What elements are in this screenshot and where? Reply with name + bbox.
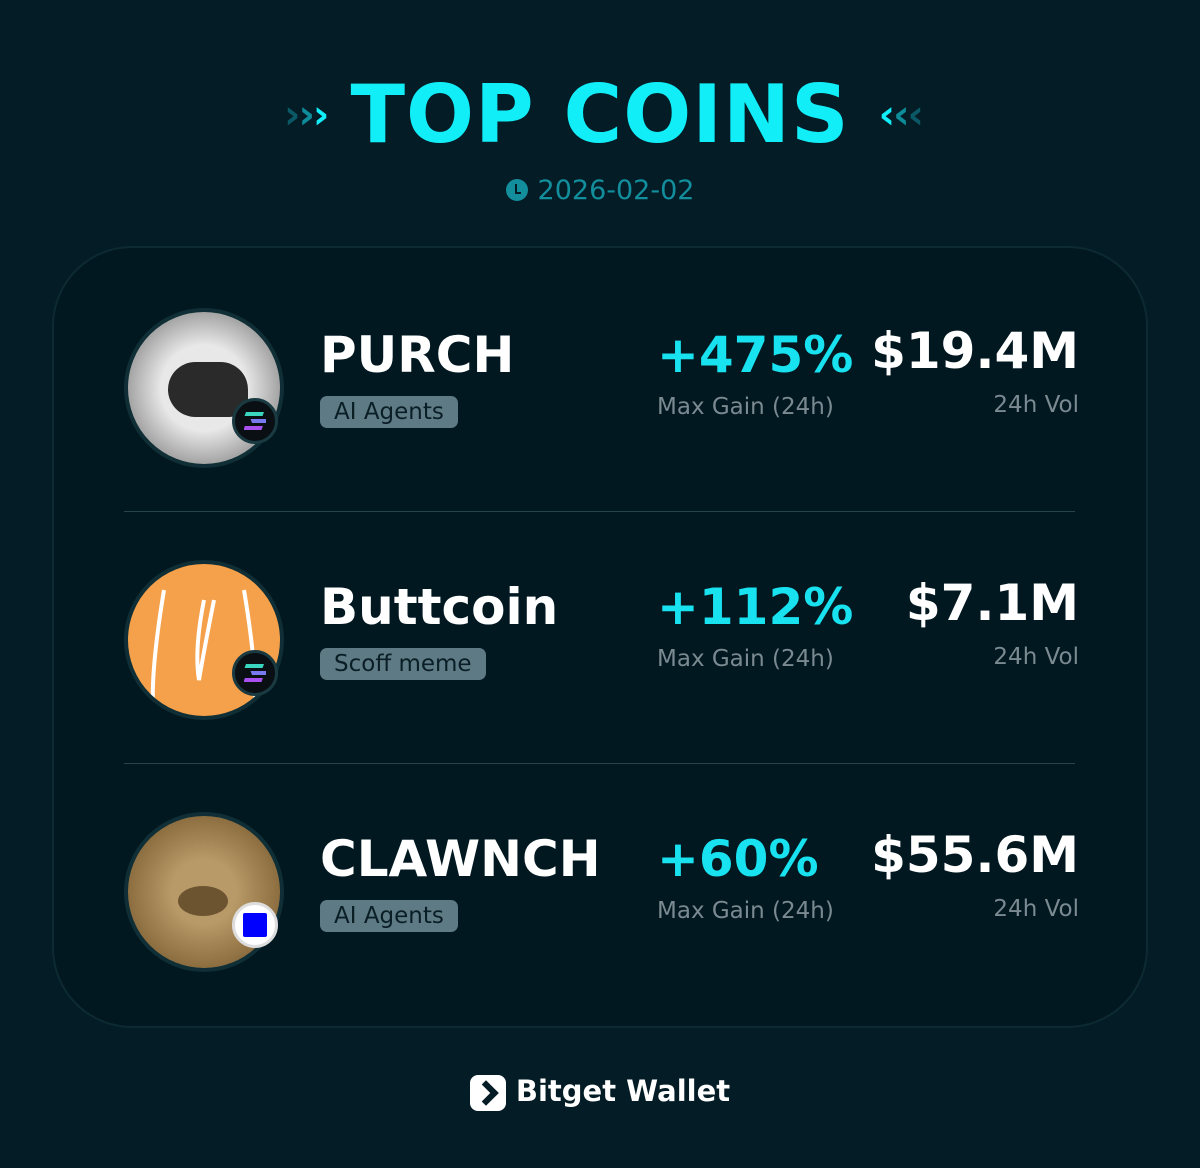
volume-label: 24h Vol (993, 896, 1079, 922)
crab-icon (178, 886, 228, 916)
coin-row[interactable]: PURCH AI Agents +475% Max Gain (24h) $19… (124, 288, 1079, 488)
coin-row[interactable]: CLAWNCH AI Agents +60% Max Gain (24h) $5… (124, 792, 1079, 992)
clock-icon (505, 179, 528, 201)
max-gain: +60% (657, 830, 819, 888)
coins-card: PURCH AI Agents +475% Max Gain (24h) $19… (52, 246, 1148, 1028)
divider (124, 511, 1075, 512)
volume-label: 24h Vol (993, 644, 1079, 670)
coin-avatar-purch (124, 308, 284, 468)
max-gain-label: Max Gain (24h) (657, 394, 834, 420)
max-gain-label: Max Gain (24h) (657, 646, 834, 672)
coin-name: PURCH (320, 326, 515, 384)
coin-avatar-buttcoin (124, 560, 284, 720)
chevrons-right-icon: › › › (284, 91, 330, 138)
volume: $7.1M (905, 574, 1079, 632)
brand-name: Bitget Wallet (515, 1074, 731, 1108)
page-title: TOP COINS (350, 68, 850, 161)
volume: $55.6M (871, 826, 1079, 884)
volume: $19.4M (871, 322, 1079, 380)
date-text: 2026-02-02 (537, 175, 695, 206)
base-icon (232, 902, 278, 948)
bitget-logo-icon (469, 1075, 506, 1111)
header: › › › TOP COINS ‹ ‹ ‹ (0, 68, 1200, 161)
coin-tag: AI Agents (320, 900, 458, 932)
coin-tag: AI Agents (320, 396, 458, 428)
footer-brand: Bitget Wallet (0, 1074, 1200, 1111)
coin-name: Buttcoin (320, 578, 559, 636)
solana-icon (232, 398, 278, 444)
max-gain-label: Max Gain (24h) (657, 898, 834, 924)
coin-row[interactable]: Buttcoin Scoff meme +112% Max Gain (24h)… (124, 540, 1079, 740)
coin-tag: Scoff meme (320, 648, 486, 680)
max-gain: +475% (657, 326, 854, 384)
volume-label: 24h Vol (993, 392, 1079, 418)
solana-icon (232, 650, 278, 696)
max-gain: +112% (657, 578, 854, 636)
date: 2026-02-02 (0, 175, 1200, 206)
coin-avatar-clawnch (124, 812, 284, 972)
chevrons-left-icon: ‹ ‹ ‹ (878, 91, 925, 138)
coin-name: CLAWNCH (320, 830, 601, 888)
divider (124, 763, 1075, 764)
